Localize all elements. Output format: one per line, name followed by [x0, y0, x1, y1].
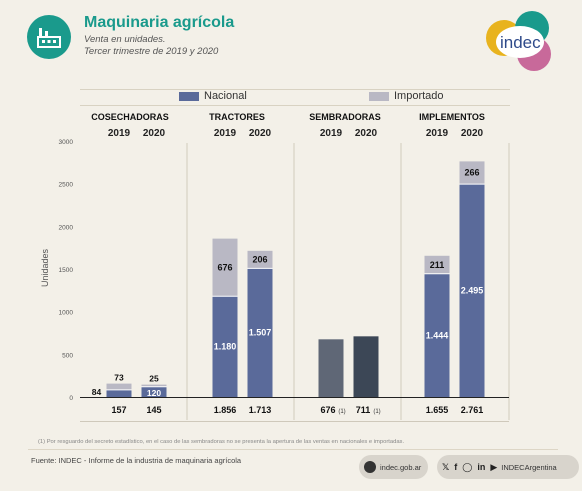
bar-importado [247, 250, 273, 269]
year-label: 2020 [142, 128, 166, 139]
y-tick-label: 2500 [59, 182, 74, 189]
instagram-icon[interactable]: ◯ [462, 461, 473, 472]
total-label: 157 [111, 405, 126, 415]
group-title-implementos: IMPLEMENTOS [419, 112, 485, 122]
year-label: 2019 [425, 128, 449, 139]
nacional-label: 1.444 [426, 330, 449, 340]
importado-label: 73 [114, 373, 124, 383]
importado-label: 676 [217, 262, 232, 272]
nacional-label: 2.495 [461, 286, 484, 296]
y-tick-label: 1500 [59, 267, 74, 274]
youtube-icon[interactable]: ▶ [490, 461, 498, 472]
subtitle-line-1: Venta en unidades. [84, 34, 166, 45]
note-marker: (1) [338, 409, 345, 415]
year-label: 2020 [248, 128, 272, 139]
legend-swatch-importado [369, 91, 389, 101]
note-marker: (1) [373, 409, 380, 415]
linkedin-icon[interactable]: in [477, 462, 486, 472]
y-tick-label: 0 [69, 395, 73, 402]
legend-importado: Importado [369, 90, 444, 102]
bar-nacional [247, 268, 273, 397]
total-label: 1.655 [426, 405, 449, 415]
legend-swatch-nacional [179, 91, 199, 101]
bar-nacional [141, 386, 167, 397]
group-title-cosechadoras: COSECHADORAS [91, 112, 169, 122]
nacional-label: 1.507 [249, 328, 272, 338]
footer-divider [28, 449, 558, 450]
factory-icon [27, 15, 71, 59]
year-label: 2020 [354, 128, 378, 139]
bar-importado [106, 383, 132, 390]
source-text: Fuente: INDEC - Informe de la industria … [31, 456, 242, 465]
page-title: Maquinaria agrícola [84, 14, 235, 31]
importado-label: 211 [430, 260, 445, 270]
bar-importado [459, 161, 485, 185]
group-title-tractores: TRACTORES [209, 112, 265, 122]
year-label: 2020 [460, 128, 484, 139]
bar-importado [141, 384, 167, 387]
subtitle-line-2: Tercer trimestre de 2019 y 2020 [84, 46, 219, 57]
bar-nacional [459, 184, 485, 397]
bar-nacional [106, 389, 132, 397]
legend-label-importado: Importado [394, 90, 444, 102]
importado-label: 206 [252, 255, 267, 265]
globe-icon [364, 461, 376, 473]
legend-label-nacional: Nacional [204, 90, 247, 102]
bar-importado [424, 255, 450, 274]
y-tick-label: 2000 [59, 224, 74, 231]
total-label: 711 [356, 405, 371, 415]
page-subtitle: Venta en unidades. Tercer trimestre de 2… [84, 34, 218, 58]
bar-nacional [424, 273, 450, 397]
bar-importado [212, 238, 238, 297]
footnote: (1) Por resguardo del secreto estadístic… [38, 439, 405, 445]
nacional-label: 1.180 [214, 342, 237, 352]
total-label: 676 [320, 405, 335, 415]
legend-divider-top [80, 89, 510, 90]
importado-label: 25 [149, 374, 159, 384]
bar-total [353, 336, 379, 397]
total-label: 145 [146, 405, 161, 415]
indec-logo [484, 8, 556, 74]
website-link[interactable]: indec.gob.ar [359, 455, 428, 479]
social-handle: INDECArgentina [501, 462, 557, 472]
group-title-sembradoras: SEMBRADORAS [309, 112, 381, 122]
year-label: 2019 [213, 128, 237, 139]
year-label: 2019 [319, 128, 343, 139]
facebook-icon[interactable]: f [454, 462, 458, 472]
total-label: 1.856 [214, 405, 237, 415]
bar-nacional [212, 296, 238, 397]
nacional-label: 84 [92, 387, 102, 397]
nacional-label: 120 [147, 388, 161, 398]
y-tick-label: 1000 [59, 310, 74, 317]
y-axis-label: Unidades [40, 248, 50, 287]
year-label: 2019 [107, 128, 131, 139]
social-links: 𝕏 f ◯ in ▶ INDECArgentina [437, 455, 579, 479]
total-label: 1.713 [249, 405, 272, 415]
logo-text: indec [500, 33, 541, 52]
total-label: 2.761 [461, 405, 484, 415]
legend-divider-bottom [80, 105, 510, 106]
importado-label: 266 [464, 168, 479, 178]
y-tick-label: 500 [62, 352, 73, 359]
legend-nacional: Nacional [179, 90, 247, 102]
twitter-icon[interactable]: 𝕏 [442, 461, 450, 472]
bar-chart: 0 500 1000 1500 2000 2500 3000 Unidades 84 73 157 1… [40, 139, 510, 422]
y-tick-label: 3000 [59, 139, 74, 146]
bar-total [318, 339, 344, 397]
website-label: indec.gob.ar [380, 462, 422, 472]
